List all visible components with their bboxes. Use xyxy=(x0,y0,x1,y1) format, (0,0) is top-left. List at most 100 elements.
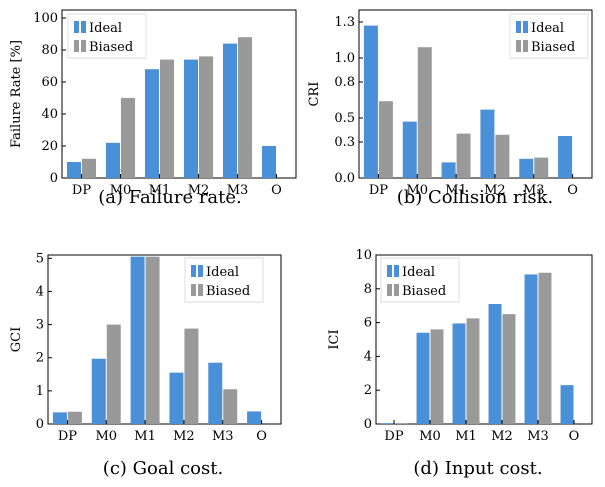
x-tick-label: DP xyxy=(58,429,77,444)
y-tick-label: 0.0 xyxy=(334,171,355,186)
y-tick-label: 3 xyxy=(36,318,44,333)
legend-swatch-ideal xyxy=(387,265,392,277)
plot-frame xyxy=(47,254,282,425)
y-tick-label: 4 xyxy=(36,284,44,299)
y-tick-label: 2 xyxy=(364,383,372,398)
y-tick-label: 5 xyxy=(36,251,44,266)
y-tick-label: 0 xyxy=(50,171,58,186)
legend-swatch-biased xyxy=(74,40,79,52)
bar-biased-m2 xyxy=(495,134,510,178)
plot-frame xyxy=(358,9,593,179)
legend: Ideal Biased xyxy=(380,257,460,303)
bar-biased-m3 xyxy=(238,37,253,179)
legend-label-ideal: Ideal xyxy=(206,265,239,280)
y-tick-label: 60 xyxy=(41,75,58,90)
y-axis-label: ICI xyxy=(327,329,342,349)
bar-ideal-m1 xyxy=(441,162,456,178)
legend-label-biased: Biased xyxy=(89,40,133,55)
x-tick-label: M1 xyxy=(149,183,171,198)
legend: Ideal Biased xyxy=(67,13,147,59)
bar-ideal-m0 xyxy=(402,121,417,178)
bar-ideal-o xyxy=(247,411,262,424)
legend-swatch-ideal xyxy=(394,265,399,277)
bar-ideal-o xyxy=(261,146,276,178)
legend-swatch-ideal xyxy=(198,265,203,277)
bar-ideal-m1 xyxy=(452,323,466,424)
chart-panel-2: DP M0 M1 M2 M3 O 0.0 0.3 0.5 0.8 1.0 1.3 CRI Ideal Bia… xyxy=(307,9,593,208)
legend-swatch-biased xyxy=(191,284,196,296)
chart-panel-4: DP M0 M1 M2 M3 O 0 2 4 6 8 10 ICI Ideal Biased (d) Inpu… xyxy=(327,248,593,479)
bar-ideal-m0 xyxy=(105,142,120,178)
x-tick-label: M3 xyxy=(212,429,234,444)
panel-caption: (b) Collision risk. xyxy=(397,187,554,208)
bar-ideal-m0 xyxy=(91,358,106,424)
legend-swatch-biased xyxy=(387,284,392,296)
bar-biased-m3 xyxy=(538,272,552,424)
legend-swatch-biased xyxy=(81,40,86,52)
x-tick-label: O xyxy=(256,429,267,444)
bar-ideal-dp xyxy=(66,162,81,178)
legend-swatch-biased xyxy=(394,284,399,296)
x-tick-label: M0 xyxy=(95,429,117,444)
x-tick-label: M1 xyxy=(445,183,467,198)
y-axis-label: GCI xyxy=(9,327,24,352)
x-tick-label: O xyxy=(569,429,580,444)
bar-ideal-m3 xyxy=(222,43,237,178)
bar-ideal-m3 xyxy=(519,158,534,178)
legend-label-ideal: Ideal xyxy=(402,265,435,280)
legend-swatch-biased xyxy=(523,40,528,52)
bar-ideal-o xyxy=(558,136,573,178)
y-tick-label: 0 xyxy=(36,417,44,432)
y-axis-label: Failure Rate [%] xyxy=(9,40,24,148)
bar-ideal-dp xyxy=(380,423,394,424)
y-tick-label: 100 xyxy=(33,11,58,26)
legend-swatch-biased xyxy=(198,284,203,296)
bar-ideal-m2 xyxy=(480,109,495,178)
y-tick-label: 4 xyxy=(364,349,372,364)
x-tick-label: M3 xyxy=(523,183,545,198)
bar-ideal-m1 xyxy=(144,69,159,178)
y-tick-label: 1 xyxy=(36,384,44,399)
legend-label-biased: Biased xyxy=(531,40,575,55)
legend-label-ideal: Ideal xyxy=(89,21,122,36)
legend-label-biased: Biased xyxy=(206,284,250,299)
y-tick-label: 0.5 xyxy=(334,111,355,126)
y-tick-label: 0.8 xyxy=(334,75,355,90)
bar-ideal-m2 xyxy=(169,372,184,424)
bar-ideal-m3 xyxy=(524,274,538,424)
panel-caption: (d) Input cost. xyxy=(413,458,542,479)
bar-ideal-dp xyxy=(363,25,378,178)
y-axis-label: CRI xyxy=(307,82,322,107)
legend-swatch-ideal xyxy=(516,21,521,33)
x-tick-label: M0 xyxy=(406,183,428,198)
y-tick-label: 80 xyxy=(41,43,58,58)
bar-ideal-m2 xyxy=(488,304,502,424)
bar-ideal-m2 xyxy=(183,59,198,178)
bar-biased-m1 xyxy=(456,133,471,178)
bar-ideal-dp xyxy=(52,412,67,424)
x-tick-label: M1 xyxy=(455,429,477,444)
y-tick-label: 2 xyxy=(36,351,44,366)
legend: Ideal Biased xyxy=(184,257,264,303)
x-tick-label: M2 xyxy=(491,429,513,444)
x-tick-label: M2 xyxy=(173,429,195,444)
x-tick-label: M2 xyxy=(484,183,506,198)
bar-biased-m2 xyxy=(502,314,516,424)
x-tick-label: M3 xyxy=(227,183,249,198)
x-tick-label: DP xyxy=(369,183,388,198)
chart-panel-3: DP M0 M1 M2 M3 O 0 1 2 3 4 5 GCI Ideal Biased (c) Goal … xyxy=(9,251,282,479)
bar-biased-m0 xyxy=(430,329,444,424)
y-tick-label: 1.3 xyxy=(334,15,355,30)
bar-ideal-m0 xyxy=(416,332,430,424)
y-tick-label: 0.3 xyxy=(334,135,355,150)
x-tick-label: M2 xyxy=(188,183,210,198)
x-tick-label: DP xyxy=(72,183,91,198)
plot-frame xyxy=(61,9,297,179)
legend-swatch-biased xyxy=(516,40,521,52)
bar-biased-m3 xyxy=(223,389,238,424)
bar-ideal-m3 xyxy=(208,362,223,424)
bar-biased-m0 xyxy=(417,47,432,179)
bar-biased-m1 xyxy=(160,59,175,178)
y-tick-label: 40 xyxy=(41,107,58,122)
